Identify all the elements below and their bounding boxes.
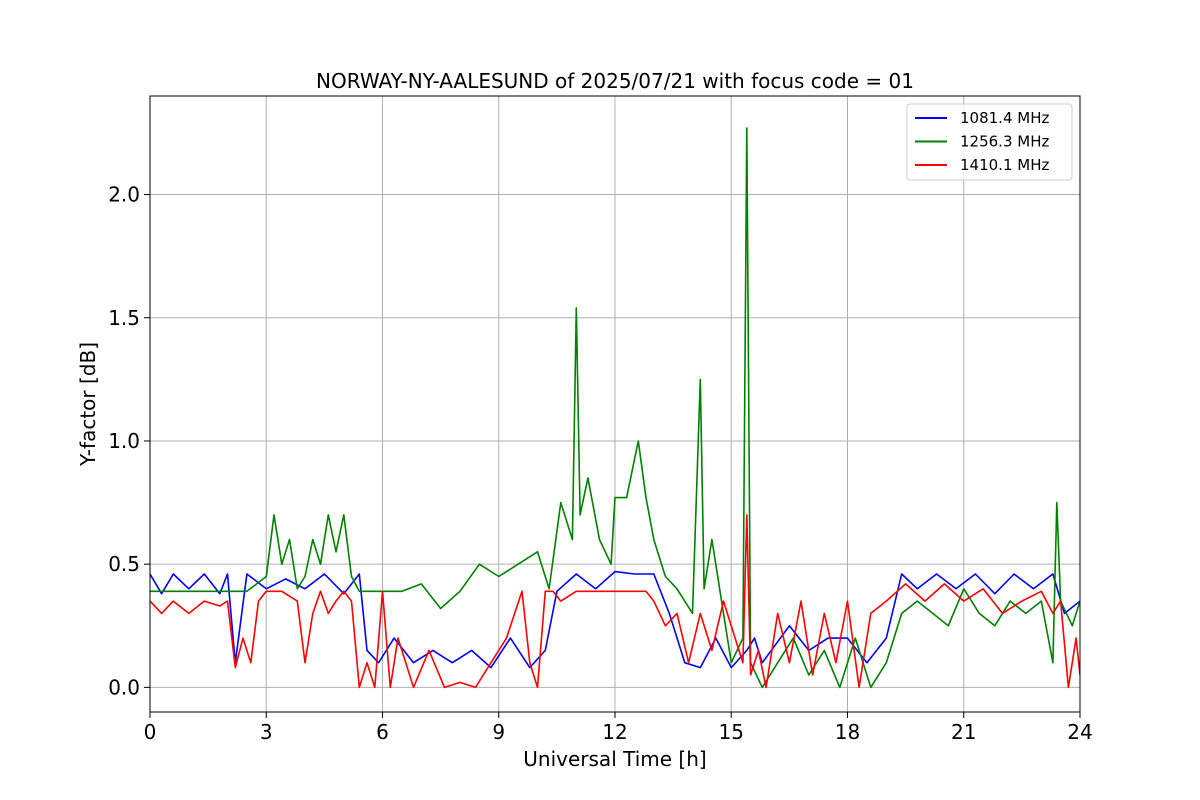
- y-tick-label: 1.0: [108, 429, 140, 453]
- plot-area: [150, 127, 1080, 689]
- x-tick-label: 3: [260, 720, 273, 744]
- x-tick-label: 24: [1067, 720, 1092, 744]
- legend-box: [906, 103, 1073, 181]
- chart-title: NORWAY-NY-AALESUND of 2025/07/21 with fo…: [316, 69, 914, 93]
- y-axis: 0.0 0.5 1.0 1.5 2.0: [108, 183, 150, 699]
- y-tick-label: 1.5: [108, 306, 140, 330]
- x-axis-label: Universal Time [h]: [523, 747, 706, 771]
- y-tick-label: 0.5: [108, 552, 140, 576]
- series-line-2: [150, 127, 1080, 689]
- y-tick-label: 0.0: [108, 675, 140, 699]
- x-axis: 0 3 6 9 12 15 18 21 24: [144, 712, 1093, 744]
- y-tick-label: 2.0: [108, 183, 140, 207]
- y-axis-label: Y-factor [dB]: [76, 342, 100, 467]
- x-tick-label: 21: [951, 720, 976, 744]
- series-group: [150, 127, 1080, 689]
- x-tick-label: 15: [719, 720, 744, 744]
- x-tick-label: 0: [144, 720, 157, 744]
- series-line-3: [150, 514, 1080, 689]
- x-tick-label: 6: [376, 720, 389, 744]
- legend-label-1: 1081.4 MHz: [960, 109, 1049, 127]
- legend: 1081.4 MHz 1256.3 MHz 1410.1 MHz: [906, 103, 1073, 181]
- x-tick-label: 18: [835, 720, 860, 744]
- legend-label-2: 1256.3 MHz: [960, 133, 1049, 151]
- legend-label-3: 1410.1 MHz: [960, 156, 1049, 174]
- x-tick-label: 9: [492, 720, 505, 744]
- x-tick-label: 12: [602, 720, 627, 744]
- series-line-1: [150, 570, 1080, 669]
